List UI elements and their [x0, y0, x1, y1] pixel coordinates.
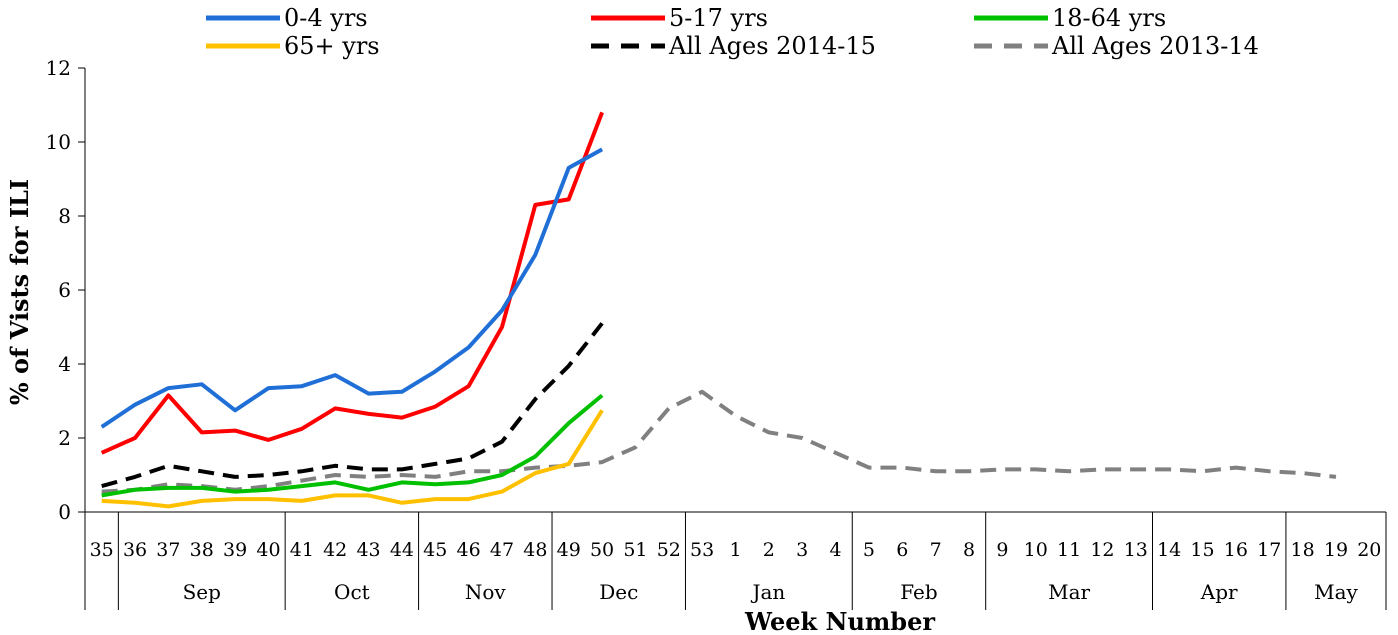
series-line-5-17-yrs	[100, 111, 604, 455]
month-label: Dec	[599, 580, 638, 604]
x-tick-label: 40	[256, 539, 280, 561]
x-tick-label: 10	[1024, 539, 1048, 561]
y-tick-label: 8	[58, 204, 71, 228]
x-tick-label: 41	[290, 539, 314, 561]
y-tick-label: 0	[58, 500, 71, 524]
series-line-18-64-yrs	[101, 393, 604, 498]
y-tick-label: 10	[46, 130, 71, 154]
y-axis: 0 2 4 6 8 10 12	[46, 56, 86, 524]
month-label: Sep	[183, 580, 221, 604]
month-label: Nov	[465, 580, 507, 604]
x-tick-label: 9	[996, 539, 1008, 561]
x-tick-label: 51	[623, 539, 647, 561]
x-tick-label: 44	[390, 539, 414, 561]
month-label: Oct	[334, 580, 370, 604]
x-tick-label: 48	[523, 539, 547, 561]
series-line-all-ages-2013-14	[101, 389, 1337, 494]
legend-label: 18-64 yrs	[1052, 4, 1166, 32]
x-tick-label: 42	[323, 539, 347, 561]
chart-legend: 0-4 yrs 5-17 yrs 18-64 yrs 65+ yrs All Ages …	[206, 4, 1259, 60]
legend-label: All Ages 2013-14	[1051, 32, 1259, 60]
legend-label: 5-17 yrs	[669, 4, 768, 32]
x-tick-label: 4	[830, 539, 842, 561]
x-tick-label: 39	[223, 539, 247, 561]
x-tick-label: 2	[763, 539, 775, 561]
month-label: Apr	[1200, 580, 1238, 604]
x-tick-label: 12	[1090, 539, 1114, 561]
y-tick-label: 4	[58, 352, 71, 376]
x-tick-label: 5	[863, 539, 875, 561]
month-label: Feb	[900, 580, 937, 604]
x-tick-label: 47	[490, 539, 514, 561]
plot-area	[100, 111, 1337, 509]
x-tick-label: 50	[590, 539, 614, 561]
x-tick-label: 38	[190, 539, 214, 561]
legend-label: 65+ yrs	[284, 32, 380, 60]
x-tick-label: 46	[457, 539, 481, 561]
month-label: Jan	[750, 580, 785, 604]
x-tick-label: 52	[657, 539, 681, 561]
x-tick-label: 1	[729, 539, 741, 561]
x-axis-title: Week Number	[744, 607, 935, 635]
x-axis: 35 36 37 38 39 40 41 42 43 44 45 46 47 48 49 50 51 52 53 1 2…	[84, 511, 1387, 610]
x-tick-label: 20	[1357, 539, 1381, 561]
series-line-65-yrs	[101, 409, 604, 509]
legend-label: 0-4 yrs	[284, 4, 368, 32]
x-tick-label: 13	[1124, 539, 1148, 561]
x-tick-label: 43	[356, 539, 380, 561]
y-tick-label: 12	[46, 56, 71, 80]
x-tick-label: 8	[963, 539, 975, 561]
x-tick-label: 36	[123, 539, 147, 561]
x-tick-label: 53	[690, 539, 714, 561]
x-tick-label: 7	[930, 539, 942, 561]
x-tick-label: 17	[1257, 539, 1281, 561]
x-tick-label: 11	[1057, 539, 1081, 561]
y-axis-title: % of Vists for ILI	[5, 179, 34, 405]
y-tick-label: 6	[58, 278, 71, 302]
x-tick-label: 3	[796, 539, 808, 561]
x-tick-label: 35	[90, 539, 114, 561]
y-tick-label: 2	[58, 426, 71, 450]
month-label: May	[1314, 580, 1358, 604]
month-label: Mar	[1048, 580, 1090, 604]
x-tick-label: 18	[1291, 539, 1315, 561]
x-tick-label: 6	[896, 539, 908, 561]
series-line-0-4-yrs	[100, 147, 604, 429]
x-tick-label: 49	[557, 539, 581, 561]
series-line-all-ages-2014-15	[101, 322, 604, 489]
x-tick-label: 16	[1224, 539, 1248, 561]
x-tick-label: 45	[423, 539, 447, 561]
x-tick-label: 14	[1157, 539, 1181, 561]
legend-label: All Ages 2014-15	[668, 32, 876, 60]
x-tick-label: 19	[1324, 539, 1348, 561]
x-tick-label: 15	[1190, 539, 1214, 561]
x-tick-label: 37	[156, 539, 180, 561]
